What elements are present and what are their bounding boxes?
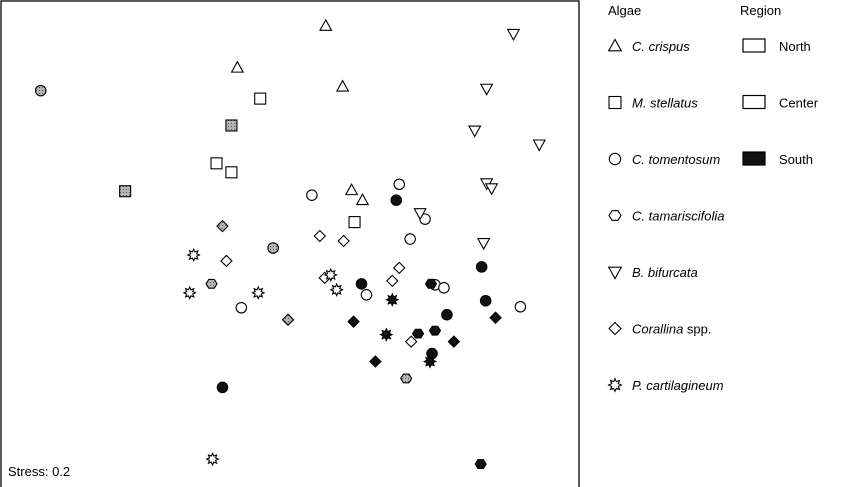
point-crispus-north bbox=[319, 18, 333, 31]
legend-marker-crispus bbox=[607, 38, 623, 52]
point-tomentosum-south bbox=[426, 347, 438, 360]
point-tomentosum-north bbox=[393, 178, 406, 191]
point-corallina-center bbox=[216, 219, 229, 233]
point-corallina-north bbox=[337, 234, 350, 248]
legend-label-south: South bbox=[779, 152, 813, 167]
point-tomentosum-north bbox=[235, 301, 248, 314]
point-corallina-south bbox=[347, 315, 360, 328]
point-tamariscifolia-center bbox=[205, 278, 218, 289]
legend-label-north: North bbox=[779, 39, 811, 54]
point-cartilagineum-north bbox=[186, 247, 201, 263]
legend-region-title: Region bbox=[740, 3, 781, 18]
point-tamariscifolia-south bbox=[424, 278, 438, 289]
legend-marker-stellatus bbox=[608, 95, 622, 110]
point-stellatus-north bbox=[348, 216, 361, 229]
legend-marker-bifurcata bbox=[607, 266, 623, 280]
point-tomentosum-north bbox=[438, 282, 450, 294]
legend-marker-tomentosum bbox=[608, 152, 622, 166]
legend-label-stellatus: M. stellatus bbox=[632, 96, 698, 111]
legend-label-cartilagineum: P. cartilagineum bbox=[632, 378, 724, 393]
legend-algae-title: Algae bbox=[608, 3, 641, 18]
point-bifurcata-north bbox=[479, 83, 494, 96]
point-bifurcata-north bbox=[506, 28, 521, 42]
point-bifurcata-north bbox=[484, 183, 499, 196]
point-cartilagineum-north bbox=[329, 282, 344, 297]
legend-label-corallina: Corallina spp. bbox=[632, 322, 712, 337]
point-stellatus-north bbox=[210, 157, 223, 170]
point-corallina-center bbox=[281, 313, 295, 326]
stress-annotation: Stress: 0.2 bbox=[8, 464, 70, 479]
legend-swatch-south bbox=[742, 151, 766, 166]
legend-species-list: C. crispus M. stellatus C. tomentosum C. ta… bbox=[607, 38, 724, 393]
legend-swatch-center bbox=[742, 94, 766, 110]
point-tomentosum-south bbox=[216, 381, 229, 394]
point-tamariscifolia-south bbox=[411, 328, 425, 339]
legend-region-list: North Center South bbox=[742, 38, 819, 167]
point-bifurcata-north bbox=[476, 238, 491, 251]
point-stellatus-center bbox=[225, 119, 238, 132]
point-corallina-south bbox=[369, 355, 382, 368]
point-bifurcata-north bbox=[468, 125, 482, 138]
legend-marker-cartilagineum bbox=[607, 377, 623, 393]
point-stellatus-north bbox=[254, 92, 267, 105]
point-corallina-south bbox=[489, 311, 502, 324]
points-layer bbox=[34, 18, 546, 470]
point-cartilagineum-north bbox=[205, 452, 220, 467]
point-crispus-north bbox=[344, 183, 359, 196]
point-tomentosum-north bbox=[306, 189, 318, 201]
point-tomentosum-north bbox=[404, 233, 416, 245]
point-corallina-north bbox=[386, 274, 399, 288]
point-tamariscifolia-south bbox=[428, 325, 442, 336]
point-tomentosum-north bbox=[514, 300, 527, 313]
point-corallina-north bbox=[220, 254, 233, 268]
point-corallina-north bbox=[313, 229, 327, 243]
point-tomentosum-center bbox=[267, 242, 279, 254]
point-stellatus-center bbox=[119, 185, 132, 198]
point-tomentosum-south bbox=[441, 308, 453, 321]
legend-swatch-north bbox=[742, 38, 766, 53]
point-crispus-north bbox=[355, 192, 370, 206]
point-tamariscifolia-center bbox=[400, 373, 413, 384]
point-cartilagineum-north bbox=[182, 285, 197, 300]
legend-marker-corallina bbox=[608, 321, 622, 336]
point-tomentosum-north bbox=[360, 289, 373, 301]
legend-marker-tamariscifolia bbox=[608, 210, 622, 221]
point-bifurcata-north bbox=[413, 208, 427, 221]
point-corallina-north bbox=[404, 335, 418, 348]
point-crispus-north bbox=[230, 60, 245, 73]
point-cartilagineum-south bbox=[422, 354, 438, 369]
point-tamariscifolia-south bbox=[474, 459, 487, 470]
point-tomentosum-south bbox=[390, 194, 403, 206]
point-stellatus-north bbox=[225, 166, 238, 179]
point-crispus-north bbox=[335, 79, 350, 92]
legend-label-center: Center bbox=[779, 96, 819, 111]
legend-label-bifurcata: B. bifurcata bbox=[632, 265, 698, 280]
point-cartilagineum-south bbox=[385, 292, 400, 307]
point-tomentosum-south bbox=[355, 278, 368, 290]
legend-label-tamariscifolia: C. tamariscifolia bbox=[632, 209, 724, 224]
point-tomentosum-south bbox=[479, 294, 492, 307]
plot-frame bbox=[0, 0, 580, 487]
point-cartilagineum-south bbox=[379, 327, 394, 342]
point-corallina-north bbox=[392, 261, 406, 275]
point-bifurcata-north bbox=[532, 139, 546, 152]
point-cartilagineum-north bbox=[323, 267, 338, 282]
point-cartilagineum-north bbox=[251, 285, 266, 300]
legend-label-crispus: C. crispus bbox=[632, 39, 690, 54]
legend-label-tomentosum: C. tomentosum bbox=[632, 152, 720, 167]
point-tomentosum-south bbox=[475, 261, 488, 273]
point-tomentosum-center bbox=[34, 84, 47, 97]
point-corallina-south bbox=[447, 335, 461, 348]
legend: Algae Region C. crispus M. stellatus C. to… bbox=[607, 3, 819, 393]
